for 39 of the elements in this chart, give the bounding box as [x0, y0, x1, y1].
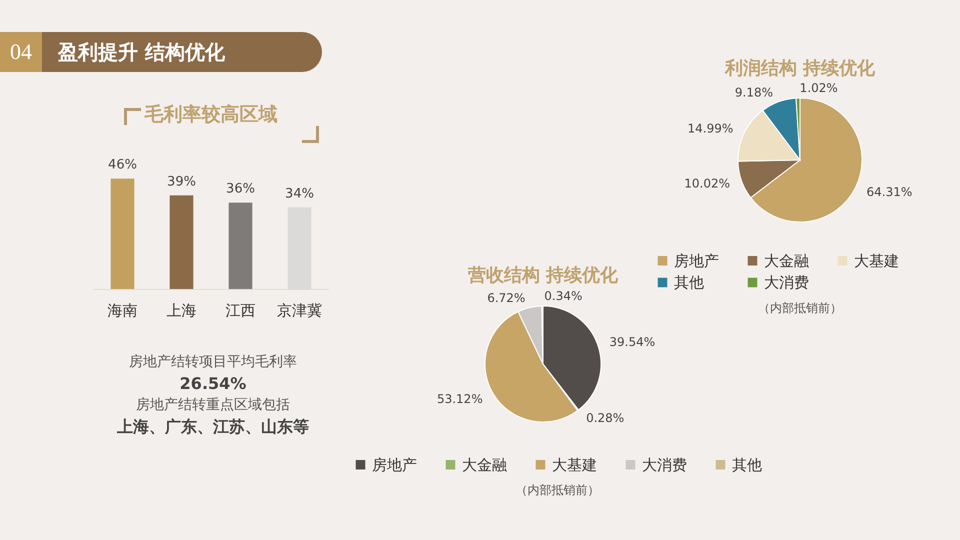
text: 房地产结转项目平均毛利率	[128, 353, 298, 372]
legend-label: 大消费	[764, 274, 809, 292]
legend-label: 大基建	[552, 456, 597, 474]
text: 盈利提升 结构优化	[58, 38, 225, 66]
chart-title: 营收结构 持续优化	[466, 265, 620, 286]
data-label: 0.28%	[586, 411, 624, 426]
data-label: 9.18%	[734, 85, 774, 100]
legend-label: 大基建	[854, 252, 899, 270]
data-label: 46%	[108, 158, 137, 173]
text: 上海、广东、江苏、山东等	[116, 416, 310, 438]
legend-label: 房地产	[372, 456, 417, 474]
data-label: 39%	[167, 174, 196, 190]
legend-label: 其他	[674, 274, 704, 292]
data-label: 64.31%	[866, 184, 912, 199]
x-tick-label: 江西	[226, 302, 256, 320]
x-tick-label: 海南	[108, 302, 138, 320]
text: （内部抵销前）	[514, 482, 600, 499]
legend-label: 大金融	[462, 456, 507, 474]
x-tick-label: 上海	[166, 302, 196, 320]
legend-label: 大金融	[764, 252, 809, 270]
data-label: 34%	[285, 186, 314, 202]
chart-title: 利润结构 持续优化	[724, 58, 876, 80]
data-label: 0.34%	[544, 289, 582, 304]
data-label: 14.99%	[688, 121, 734, 136]
text: （内部抵销前）	[757, 300, 843, 317]
legend-label: 大消费	[642, 456, 687, 474]
text: 04	[0, 32, 42, 72]
chart-title: 毛利率较高区域	[144, 104, 278, 126]
data-label: 39.54%	[609, 335, 656, 350]
data-label: 53.12%	[436, 392, 483, 406]
data-label: 10.02%	[684, 176, 730, 191]
data-label: 36%	[226, 182, 255, 197]
x-tick-label: 京津冀	[277, 302, 322, 320]
data-label: 1.02%	[800, 81, 838, 96]
text: 26.54%	[178, 373, 248, 395]
data-label: 6.72%	[487, 290, 526, 305]
text: 房地产结转重点区域包括	[135, 396, 291, 415]
legend-label: 其他	[732, 456, 762, 474]
legend-label: 房地产	[674, 252, 719, 270]
